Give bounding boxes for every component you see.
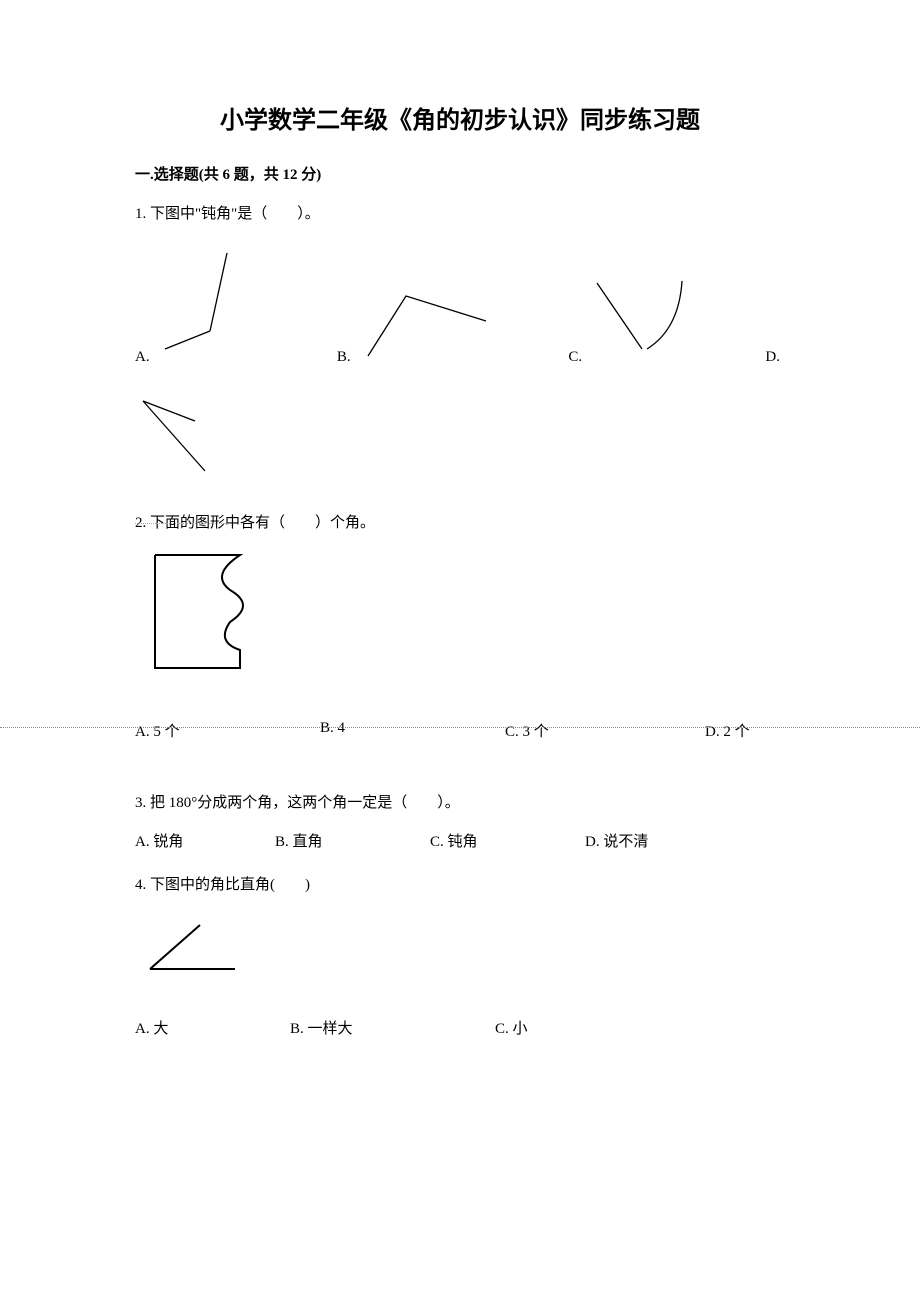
q2-shape-icon xyxy=(150,550,270,675)
q1-text: 1. 下图中"钝角"是（ ）。 xyxy=(135,202,785,226)
q1-option-d-label: D. xyxy=(765,349,780,366)
q3-options-row: A. 锐角 B. 直角 C. 钝角 D. 说不清 xyxy=(135,830,785,851)
q2-option-d: D. 2 个 xyxy=(705,720,750,741)
worksheet-page: 小学数学二年级《角的初步认识》同步练习题 一.选择题(共 6 题，共 12 分)… xyxy=(0,0,920,1098)
q4-text: 4. 下图中的角比直角( ) xyxy=(135,873,785,897)
q4-angle-icon xyxy=(140,917,250,977)
q3-option-c: C. 钝角 xyxy=(430,830,585,851)
q3-text: 3. 把 180°分成两个角，这两个角一定是（ ）。 xyxy=(135,791,785,815)
q4-options-row: A. 大 B. 一样大 C. 小 xyxy=(135,1017,785,1038)
q2-option-a: A. 5 个 xyxy=(135,720,320,741)
q1-angle-c-icon xyxy=(587,271,697,366)
q4-option-c: C. 小 xyxy=(495,1017,528,1038)
q4-option-b: B. 一样大 xyxy=(290,1017,495,1038)
q3-option-d: D. 说不清 xyxy=(585,830,648,851)
q2-figure xyxy=(150,550,785,680)
decorative-dotted-line-icon xyxy=(135,523,230,524)
q1-angle-d-icon xyxy=(135,376,245,481)
q1-option-a-label: A. xyxy=(135,349,150,366)
q2-text: 2. 下面的图形中各有（ ）个角。 xyxy=(135,511,785,535)
q1-option-c-label: C. xyxy=(568,349,582,366)
document-title: 小学数学二年级《角的初步认识》同步练习题 xyxy=(135,100,785,135)
q4-option-a: A. 大 xyxy=(135,1017,290,1038)
q2-option-c: C. 3 个 xyxy=(505,720,705,741)
q1-option-d-figure xyxy=(135,376,785,481)
q1-angle-b-icon xyxy=(356,281,496,366)
q3-option-b: B. 直角 xyxy=(275,830,430,851)
q2-option-b: B. 4 xyxy=(320,720,505,741)
q1-option-b-label: B. xyxy=(337,349,351,366)
q1-options-row1: A. B. C. xyxy=(135,241,785,366)
section-1-header: 一.选择题(共 6 题，共 12 分) xyxy=(135,163,785,184)
q2-options-row: A. 5 个 B. 4 C. 3 个 D. 2 个 xyxy=(135,720,785,741)
q4-figure xyxy=(140,917,785,982)
q1-angle-a-icon xyxy=(155,241,245,366)
page-divider-line-icon xyxy=(0,727,920,728)
q3-option-a: A. 锐角 xyxy=(135,830,275,851)
